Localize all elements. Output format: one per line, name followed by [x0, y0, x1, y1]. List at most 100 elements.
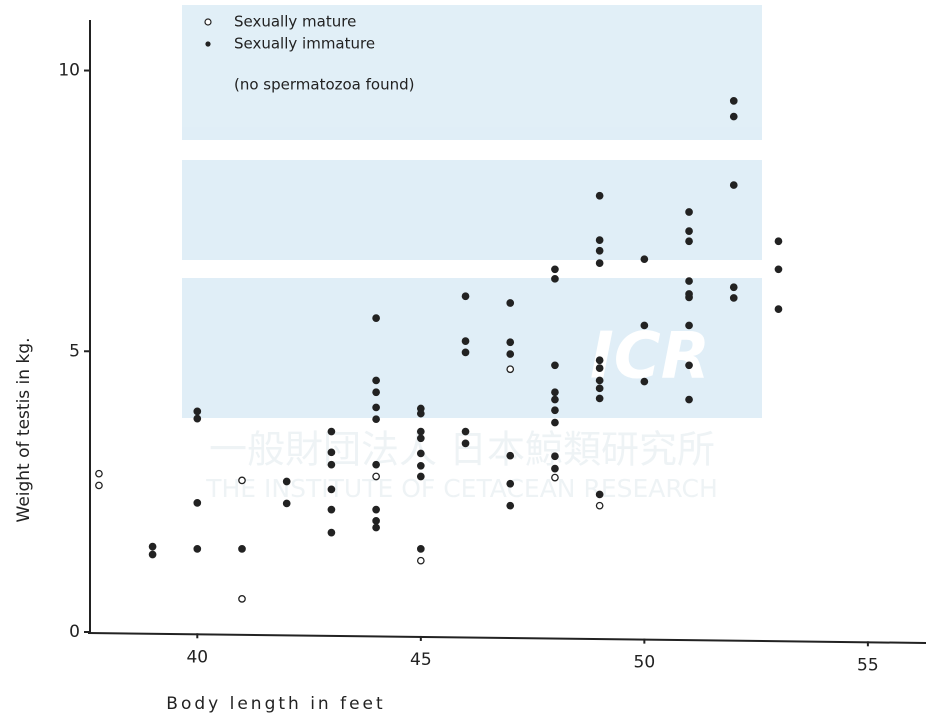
- point: [551, 406, 559, 415]
- point: [685, 237, 693, 246]
- legend-marker: [205, 41, 211, 47]
- point: [461, 337, 470, 346]
- point: [238, 545, 246, 553]
- x-axis-label: Body length in feet: [166, 694, 385, 714]
- point: [372, 403, 380, 412]
- point: [506, 451, 515, 460]
- point: [327, 485, 336, 494]
- point: [595, 246, 604, 255]
- point: [372, 376, 380, 385]
- point: [372, 523, 380, 532]
- point: [416, 545, 425, 553]
- point: [372, 314, 380, 322]
- point: [595, 191, 604, 200]
- point: [685, 227, 693, 235]
- point: [327, 427, 336, 436]
- point: [193, 545, 202, 553]
- point: [774, 237, 783, 246]
- point: [685, 208, 693, 216]
- legend-label: Sexually mature: [234, 13, 356, 31]
- watermark-name-ja: 一般財団法人 日本鯨類研究所: [209, 428, 715, 472]
- point: [729, 97, 738, 105]
- point: [193, 499, 202, 507]
- y-tick-label: 10: [58, 61, 80, 81]
- point: [685, 277, 693, 285]
- y-axis-label: Weight of testis in kg.: [14, 338, 34, 523]
- point: [416, 556, 425, 565]
- point: [551, 388, 559, 397]
- point: [148, 542, 157, 551]
- point: [372, 460, 380, 469]
- point: [327, 448, 336, 457]
- point: [327, 528, 336, 537]
- y-tick-label: 5: [69, 341, 80, 361]
- point: [685, 395, 693, 404]
- point: [95, 469, 103, 478]
- point: [95, 481, 103, 490]
- point: [729, 181, 738, 189]
- point: [595, 384, 604, 393]
- point: [238, 595, 246, 603]
- watermark-block: [182, 5, 762, 140]
- point: [372, 415, 380, 424]
- point: [595, 364, 604, 372]
- legend-marker: [204, 18, 212, 26]
- point: [729, 112, 738, 121]
- watermark-logo: ICR: [590, 320, 710, 394]
- point: [774, 265, 783, 274]
- point: [595, 376, 604, 385]
- point: [327, 460, 336, 469]
- point: [238, 476, 246, 485]
- watermark-block: [182, 278, 762, 418]
- point: [327, 505, 336, 514]
- watermark-block: [182, 160, 762, 260]
- watermark-name-en: THE INSTITUTE OF CETACEAN RESEARCH: [205, 474, 718, 503]
- point: [461, 348, 470, 357]
- x-tick-label: 40: [186, 647, 208, 667]
- point: [193, 414, 202, 423]
- legend-label: Sexually immature: [234, 35, 375, 53]
- point: [551, 464, 559, 473]
- point: [148, 550, 157, 559]
- point: [551, 418, 559, 427]
- point: [506, 479, 515, 488]
- point: [729, 283, 738, 292]
- point: [416, 427, 425, 436]
- point: [595, 356, 604, 365]
- point: [416, 434, 425, 443]
- point: [506, 350, 515, 358]
- point: [416, 449, 425, 458]
- point: [506, 338, 515, 347]
- point: [551, 452, 559, 461]
- point: [595, 501, 604, 510]
- point: [372, 505, 380, 514]
- point: [551, 265, 559, 274]
- point: [506, 299, 515, 307]
- point: [551, 361, 559, 370]
- point: [461, 292, 470, 301]
- point: [372, 472, 380, 481]
- point: [595, 236, 604, 244]
- y-tick-label: 0: [69, 622, 80, 642]
- point: [416, 409, 425, 418]
- point: [685, 321, 693, 330]
- point: [729, 294, 738, 302]
- point: [551, 473, 559, 482]
- point: [595, 490, 604, 499]
- point: [640, 377, 649, 386]
- x-axis: [87, 632, 926, 644]
- x-tick-label: 50: [634, 653, 656, 673]
- point: [595, 394, 604, 403]
- point: [282, 477, 291, 486]
- x-tick-label: 45: [410, 650, 432, 670]
- x-tick-label: 55: [857, 655, 879, 675]
- point: [372, 516, 380, 525]
- point: [595, 259, 604, 267]
- point: [416, 461, 425, 470]
- point: [282, 499, 291, 508]
- point: [685, 361, 693, 370]
- point: [551, 395, 559, 404]
- point: [461, 427, 470, 436]
- point: [372, 388, 380, 397]
